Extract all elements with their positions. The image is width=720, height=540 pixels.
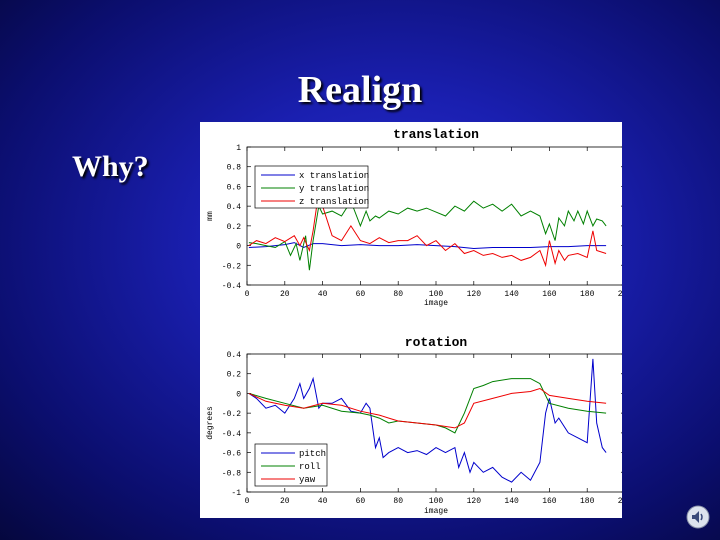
x-tick-label: 20 [280,497,290,506]
slide-title: Realign [297,69,423,111]
x-tick-label: 80 [393,497,403,506]
legend-label: x translation [299,171,369,181]
x-tick-label: 40 [318,290,328,299]
x-axis-label: image [424,299,448,308]
y-tick-label: -1 [231,489,241,498]
legend-label: pitch [299,449,326,459]
y-tick-label: -0.6 [222,450,241,459]
x-tick-label: 200 [618,290,622,299]
series-line-roll [248,378,607,434]
y-tick-label: 0.4 [227,203,242,212]
series-line-x-translation [248,242,607,250]
y-tick-label: -0.2 [222,410,241,419]
chart-title: rotation [405,335,468,350]
y-tick-label: 0.4 [227,351,242,360]
legend-label: y translation [299,184,369,194]
x-tick-label: 160 [542,290,557,299]
x-tick-label: 200 [618,497,622,506]
motion-parameters-figure: translation02040608010012014016018020010… [200,122,622,518]
chart-title: translation [393,127,479,142]
x-tick-label: 140 [504,290,519,299]
legend-label: yaw [299,475,316,485]
x-axis-label: image [424,507,448,516]
x-tick-label: 40 [318,497,328,506]
y-tick-label: 0.2 [227,371,242,380]
x-tick-label: 0 [245,497,250,506]
x-tick-label: 80 [393,290,403,299]
legend-label: z translation [299,197,369,207]
legend-label: roll [299,462,321,472]
y-tick-label: -0.4 [222,282,241,291]
y-tick-label: 0 [236,390,241,399]
y-tick-label: 0.6 [227,183,242,192]
x-tick-label: 0 [245,290,250,299]
series-line-y-translation [248,200,607,271]
x-tick-label: 20 [280,290,290,299]
y-tick-label: 0 [236,243,241,252]
x-tick-label: 120 [467,290,482,299]
y-tick-label: -0.4 [222,430,241,439]
y-tick-label: -0.2 [222,262,241,271]
x-tick-label: 180 [580,290,595,299]
x-tick-label: 60 [356,497,366,506]
speaker-icon[interactable] [686,505,710,529]
series-line-yaw [248,387,607,429]
x-tick-label: 100 [429,497,444,506]
y-tick-label: 0.2 [227,223,242,232]
bullet-text: Why? [72,150,149,183]
x-tick-label: 180 [580,497,595,506]
x-tick-label: 100 [429,290,444,299]
y-axis-label: degrees [206,406,215,440]
x-tick-label: 120 [467,497,482,506]
y-axis-label: mm [206,211,215,221]
y-tick-label: 1 [236,144,241,153]
x-tick-label: 60 [356,290,366,299]
x-tick-label: 140 [504,497,519,506]
x-tick-label: 160 [542,497,557,506]
y-tick-label: -0.8 [222,469,241,478]
series-line-pitch [248,358,607,483]
series-line-z-translation [248,191,607,268]
figure-svg: translation02040608010012014016018020010… [206,127,622,516]
y-tick-label: 0.8 [227,164,242,173]
